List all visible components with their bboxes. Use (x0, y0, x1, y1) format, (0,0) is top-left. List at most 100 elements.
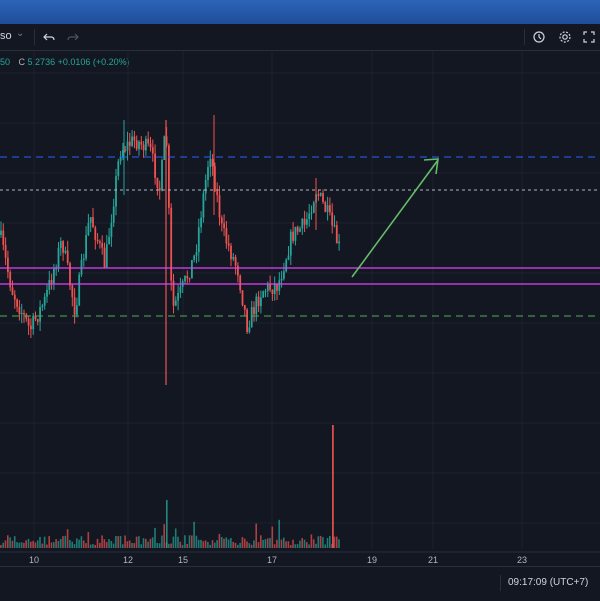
candle-body (165, 136, 168, 146)
volume-bar (119, 536, 122, 548)
candle-body (338, 241, 340, 244)
candle-body (23, 312, 25, 315)
volume-bar (216, 540, 218, 548)
volume-bar (62, 536, 64, 548)
candle-body (18, 306, 21, 315)
fullscreen-icon[interactable] (580, 28, 598, 46)
candle-body (170, 207, 173, 281)
volume-bar (299, 540, 301, 548)
candle-body (197, 227, 200, 253)
volume-bar (163, 524, 165, 548)
candle-body (59, 241, 62, 248)
volume-bar (184, 535, 186, 548)
close-value: 5.2736 (27, 57, 56, 67)
x-axis-tick-label: 19 (367, 555, 377, 565)
volume-bar (232, 541, 234, 548)
symbol-label[interactable]: so (0, 30, 12, 42)
candle-body (9, 271, 12, 288)
volume-bar (319, 535, 322, 548)
volume-bar (241, 537, 244, 548)
volume-bar (218, 533, 221, 548)
candle-body (195, 252, 198, 256)
volume-bar (36, 540, 39, 548)
candle-body (299, 228, 301, 232)
volume-bar (287, 541, 290, 548)
volume-bar (82, 540, 85, 548)
candle-body (174, 300, 177, 306)
projection-arrow-shaft[interactable] (351, 159, 439, 278)
candle-body (80, 259, 83, 275)
volume-bar (269, 537, 271, 548)
volume-bar (296, 544, 299, 548)
chart-footer: 09:17:09 (UTC+7) (0, 566, 600, 601)
close-label: C (18, 57, 26, 67)
volume-bar (166, 500, 168, 548)
volume-bar (13, 536, 16, 548)
candle-body (308, 213, 311, 220)
volume-bar (204, 540, 207, 548)
volume-bar (80, 536, 83, 548)
volume-bar (181, 544, 184, 548)
redo-icon[interactable] (64, 28, 82, 46)
volume-bar (273, 544, 276, 548)
candle-body (172, 280, 175, 306)
candle-body (278, 280, 281, 291)
candle-body (207, 166, 209, 181)
candle-body (266, 283, 269, 291)
candle-body (131, 136, 133, 146)
chevron-down-icon[interactable]: ⌄ (16, 28, 25, 39)
x-axis-tick-label: 10 (29, 555, 39, 565)
candle-body (230, 245, 232, 260)
volume-bar (30, 541, 32, 548)
volume-bar (145, 538, 147, 548)
volume-bar (174, 528, 177, 548)
candle-body (287, 255, 290, 260)
volume-bar (32, 540, 34, 548)
candle-body (161, 159, 163, 191)
volume-bar (133, 543, 136, 548)
gear-icon[interactable] (556, 28, 574, 46)
undo-icon[interactable] (40, 28, 58, 46)
candle-body (41, 305, 44, 307)
volume-bar (177, 536, 179, 548)
candle-body (202, 193, 205, 218)
candle-body (135, 140, 138, 150)
volume-bar (200, 539, 202, 548)
candle-body (253, 307, 255, 315)
volume-bar (2, 542, 4, 548)
candle-body (76, 305, 78, 315)
volume-bar (27, 538, 30, 548)
candle-body (283, 271, 285, 279)
volume-bar (246, 541, 248, 548)
candle-body (257, 296, 260, 307)
candle-body (319, 192, 322, 196)
volume-bar (108, 539, 110, 548)
price-chart[interactable]: 10 12 15 17 19 21 23 (0, 51, 600, 566)
volume-bar (7, 535, 9, 548)
candle-body (39, 306, 41, 322)
alert-clock-icon[interactable] (530, 28, 548, 46)
candle-body (103, 247, 106, 268)
candle-body (43, 296, 46, 306)
volume-bar (53, 542, 55, 548)
candle-body (163, 136, 166, 160)
candle-body (85, 234, 87, 259)
volume-bar (211, 540, 214, 548)
candle-body (151, 147, 154, 154)
volume-bar (59, 538, 62, 548)
projection-arrow-head[interactable] (423, 158, 439, 175)
volume-bar (234, 542, 237, 548)
candle-body (186, 275, 189, 279)
volume-bar (271, 526, 274, 548)
candle-body (209, 158, 212, 167)
volume-bar (76, 538, 78, 548)
volume-bar (209, 544, 211, 548)
volume-bar (312, 539, 315, 548)
volume-bar (172, 536, 175, 548)
candle-body (25, 314, 28, 319)
volume-bar (188, 535, 191, 548)
candle-body (140, 141, 143, 145)
candle-body (335, 225, 338, 244)
volume-bar (11, 540, 14, 548)
volume-bar (317, 536, 320, 548)
